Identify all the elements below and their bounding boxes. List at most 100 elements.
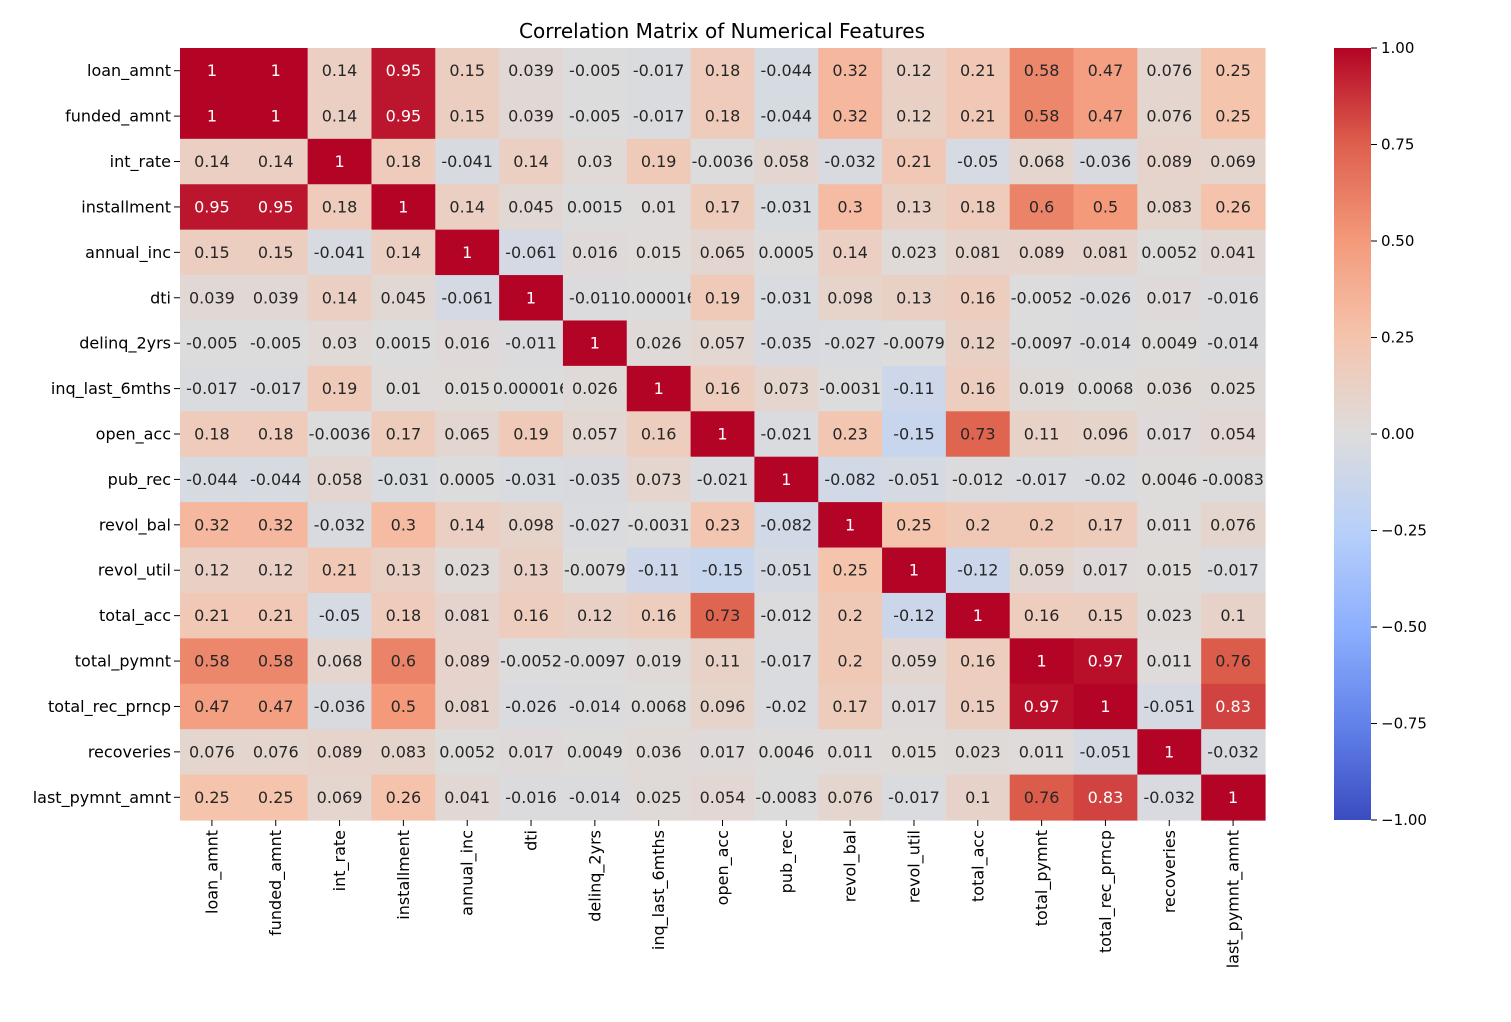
cell-value-label: 0.073 <box>763 379 809 398</box>
heatmap-cell <box>499 502 564 549</box>
heatmap-cell <box>243 138 309 185</box>
heatmap-cell <box>435 365 500 412</box>
heatmap-cell <box>562 729 628 776</box>
cell-value-label: 0.5 <box>391 697 416 716</box>
heatmap-cell <box>1201 93 1266 140</box>
heatmap-cell <box>1073 683 1138 730</box>
cell-value-label: 0.16 <box>960 379 996 398</box>
column-tick-labels: loan_amnt funded_amnt int_rate installment a… <box>202 820 1244 968</box>
cell-value-label: 0.0015 <box>567 197 623 216</box>
cell-value-label: 0.1 <box>965 788 990 807</box>
cell-value-label: 0.0046 <box>758 742 814 761</box>
cell-value-label: -0.005 <box>569 107 621 126</box>
heatmap-cell <box>1009 365 1075 412</box>
cell-value-label: 0.13 <box>513 561 549 580</box>
heatmap-cell <box>818 229 883 276</box>
cell-value-label: 0.58 <box>1024 61 1060 80</box>
heatmap-cell <box>626 229 692 276</box>
cell-value-label: -0.05 <box>957 152 998 171</box>
heatmap-cell <box>499 365 564 412</box>
heatmap-cell <box>307 456 373 503</box>
heatmap-cell <box>435 48 500 95</box>
heatmap-cell <box>371 275 436 322</box>
cell-value-label: 0.25 <box>1215 107 1251 126</box>
cell-value-label: 0.041 <box>444 788 490 807</box>
cell-value-label: 0.0005 <box>758 243 814 262</box>
cell-value-label: 0.076 <box>1146 107 1192 126</box>
heatmap-cell <box>243 229 309 276</box>
cell-value-label: 0.18 <box>386 152 422 171</box>
cell-value-label: 1 <box>717 425 727 444</box>
heatmap-cell <box>945 411 1011 458</box>
heatmap-cell <box>562 138 628 185</box>
cell-value-label: 0.26 <box>386 788 422 807</box>
heatmap-cell <box>371 93 436 140</box>
cell-value-label: 0.0052 <box>439 742 495 761</box>
heatmap-cell <box>882 729 947 776</box>
cell-value-label: -0.0052 <box>1011 288 1073 307</box>
column-tick-label: int_rate <box>330 830 350 891</box>
heatmap-cell <box>371 320 436 367</box>
cell-value-label: 0.016 <box>572 243 618 262</box>
heatmap-cell <box>754 774 819 821</box>
cell-value-label: 0.14 <box>386 243 422 262</box>
cell-value-label: 0.21 <box>896 152 932 171</box>
cell-value-label: 0.14 <box>322 288 358 307</box>
heatmap-cell <box>562 93 628 140</box>
heatmap-cell <box>1137 365 1202 412</box>
heatmap-cell <box>882 320 947 367</box>
cell-value-label: 0.6 <box>1029 197 1054 216</box>
cell-value-label: 0.017 <box>891 697 937 716</box>
cell-value-label: -0.011 <box>569 288 621 307</box>
cell-value-label: 0.017 <box>1083 561 1129 580</box>
heatmap-cell <box>307 229 373 276</box>
column-tick-label: loan_amnt <box>202 830 222 914</box>
heatmap-cell <box>626 592 692 639</box>
heatmap-cell <box>499 320 564 367</box>
cell-value-label: 0.19 <box>641 152 677 171</box>
heatmap-cell <box>690 184 756 231</box>
cell-value-label: -0.014 <box>569 788 621 807</box>
cell-value-label: -0.051 <box>1080 742 1132 761</box>
cell-value-label: -0.0079 <box>564 561 626 580</box>
cell-value-label: 0.25 <box>1215 61 1251 80</box>
cell-value-label: 1 <box>590 334 600 353</box>
cell-value-label: 0.045 <box>508 197 554 216</box>
heatmap-cell <box>754 184 819 231</box>
cell-value-label: 0.14 <box>449 515 485 534</box>
cell-value-label: 0.14 <box>832 243 868 262</box>
heatmap-cell <box>435 229 500 276</box>
cell-value-label: -0.017 <box>633 107 685 126</box>
heatmap-cell <box>435 138 500 185</box>
cell-value-label: -0.12 <box>957 561 998 580</box>
cell-value-label: 0.25 <box>832 561 868 580</box>
cell-value-label: 0.069 <box>317 788 363 807</box>
cell-value-label: 0.16 <box>960 652 996 671</box>
heatmap-cell <box>1201 502 1266 549</box>
heatmap-cell <box>690 320 756 367</box>
cell-value-label: 0.19 <box>322 379 358 398</box>
cell-value-label: 0.47 <box>1088 61 1124 80</box>
heatmap-cell <box>626 502 692 549</box>
heatmap-cell <box>180 547 245 594</box>
heatmap-cell <box>1009 138 1075 185</box>
cell-value-label: -0.017 <box>250 379 302 398</box>
cell-value-label: 0.15 <box>449 107 485 126</box>
cell-value-label: 0.12 <box>896 107 932 126</box>
heatmap-cell <box>1137 275 1202 322</box>
heatmap-cell <box>562 275 628 322</box>
heatmap-cell <box>882 365 947 412</box>
cell-value-label: -0.044 <box>761 107 813 126</box>
heatmap-cell <box>1201 638 1266 685</box>
cell-value-label: 1 <box>909 561 919 580</box>
cell-value-label: -0.0083 <box>1202 470 1264 489</box>
cell-value-label: -0.0031 <box>819 379 881 398</box>
colorbar-tick-label: 0.50 <box>1381 232 1414 250</box>
cell-value-label: 1 <box>271 107 281 126</box>
heatmap-cell <box>180 184 245 231</box>
cell-value-label: -0.0036 <box>309 425 371 444</box>
heatmap-cell <box>1137 320 1202 367</box>
heatmap-cell <box>307 411 373 458</box>
heatmap-cell <box>435 456 500 503</box>
heatmap-cell <box>1073 93 1138 140</box>
